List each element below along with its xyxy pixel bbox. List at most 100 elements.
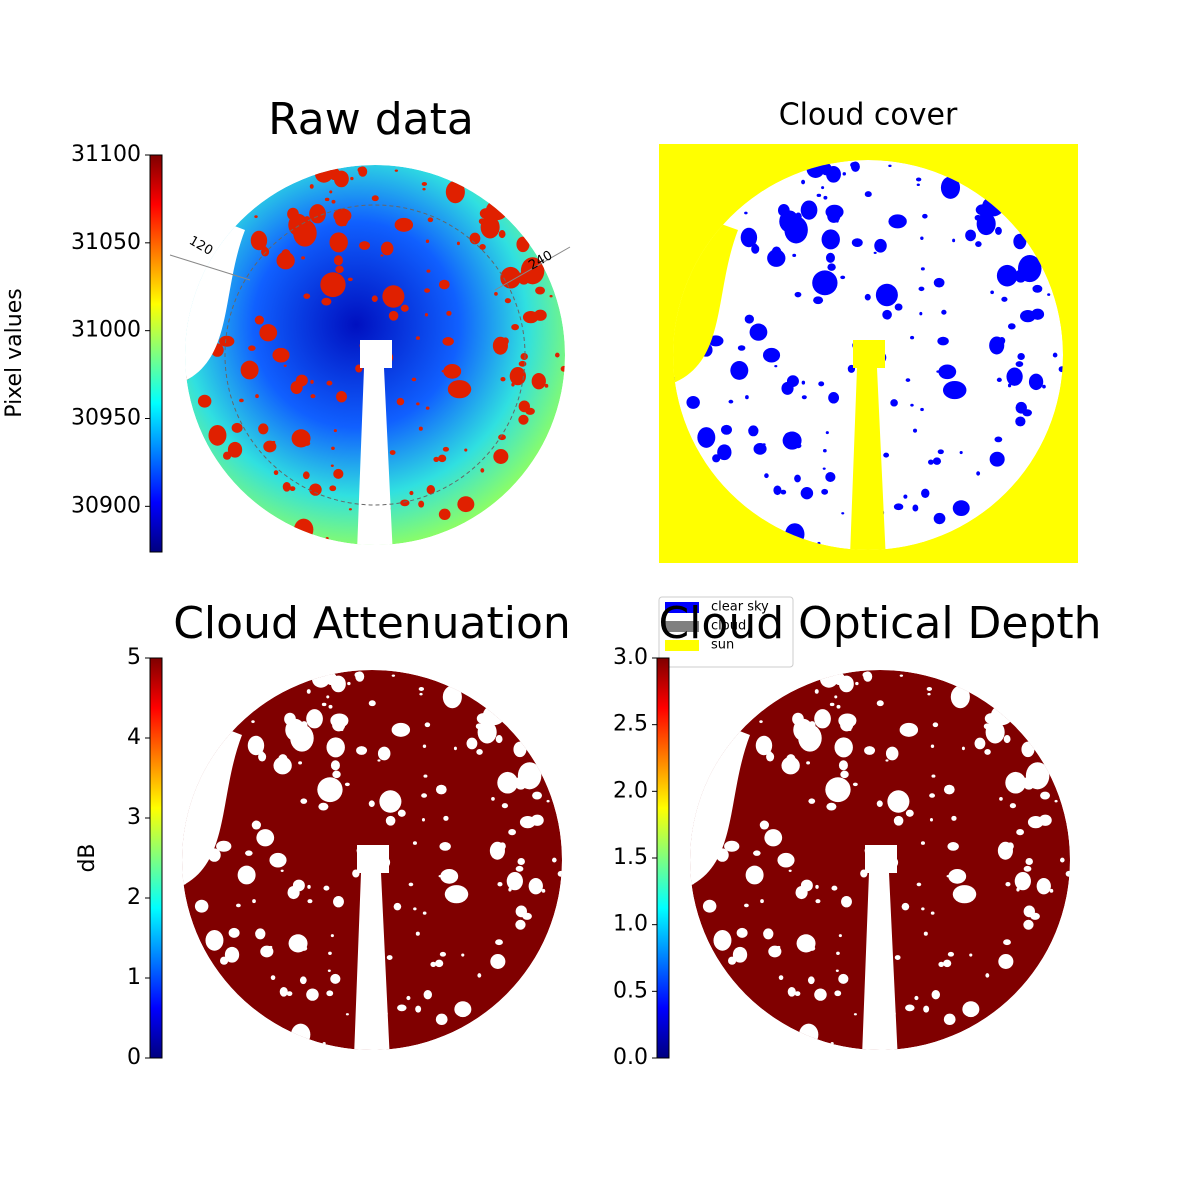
cloud-blob (438, 279, 450, 290)
cloud-blob (464, 448, 468, 452)
cloud-blob (840, 770, 849, 779)
cloud-blob (272, 347, 290, 363)
cloud-blob (821, 229, 840, 250)
cloud-blob (717, 444, 732, 461)
cloud-blob (851, 238, 863, 248)
cloud-blob (415, 1005, 422, 1013)
cloud-blob (348, 508, 352, 511)
cloud-blob (984, 748, 991, 755)
cloud-blob (389, 450, 396, 456)
colorbar-tick-label: 3.0 (613, 645, 648, 670)
cloud-blob (251, 720, 255, 724)
cloud-blob (208, 424, 227, 446)
cloud-blob (500, 377, 506, 382)
cloud-blob (546, 799, 550, 803)
cloud-blob (300, 798, 308, 804)
cloud-blob (814, 709, 831, 729)
cloud-blob (415, 336, 420, 340)
cloud-blob (509, 366, 526, 386)
cloud-blob (829, 702, 835, 707)
cloud-blob (328, 951, 332, 955)
cloud-blob (421, 817, 425, 822)
cloud-blob (490, 954, 506, 969)
cloud-blob (926, 687, 933, 691)
cloud-blob (838, 713, 857, 728)
cloud-blob (822, 467, 826, 470)
sky-image (185, 165, 565, 545)
cloud-blob (287, 886, 300, 900)
cloud-blob (952, 238, 956, 243)
cloud-blob (306, 988, 319, 1001)
cloud-blob (831, 885, 838, 891)
cloud-blob (333, 895, 344, 908)
cloud-blob (840, 275, 846, 280)
mast-mask (353, 845, 391, 1050)
cloud-blob (330, 713, 349, 728)
cloud-blob (766, 752, 775, 762)
cloud-blob (385, 815, 396, 826)
cloud-blob (899, 674, 904, 677)
cloud-blob (515, 865, 524, 872)
cloud-blob (422, 744, 427, 748)
cloud-blob (937, 449, 944, 455)
cloud-blob (506, 871, 523, 891)
cloud-blob (873, 251, 877, 255)
cloud-blob (794, 474, 801, 483)
cloud-blob (901, 902, 910, 911)
cloud-blob (514, 776, 527, 790)
cloud-blob (1003, 735, 1011, 744)
cloud-blob (744, 314, 754, 324)
cloud-blob (256, 236, 260, 241)
cloud-blob (781, 381, 794, 395)
cloud-blob (329, 190, 333, 194)
cloud-blob (947, 951, 955, 957)
cloud-blob (998, 337, 1006, 345)
cloud-blob (497, 771, 518, 794)
cloud-blob (999, 797, 1003, 801)
cloud-blob (905, 378, 911, 382)
cloud-blob (254, 315, 265, 325)
cloud-blob (425, 406, 430, 410)
panel-title: Cloud Attenuation (173, 598, 571, 649)
cloud-blob (721, 424, 732, 435)
cloud-blob (890, 399, 898, 407)
sky-image (182, 670, 562, 1050)
cloud-blob (825, 204, 844, 220)
cloud-blob (323, 885, 330, 891)
cloud-blob (321, 702, 327, 707)
cloud-blob (255, 394, 259, 399)
cloud-blob (513, 741, 527, 758)
cloud-blob (864, 746, 876, 755)
cloud-blob (929, 793, 936, 798)
cloud-blob (825, 777, 851, 803)
cloud-blob (278, 754, 288, 764)
cloud-blob (430, 961, 437, 967)
cloud-blob (331, 446, 335, 450)
cloud-blob (416, 402, 420, 406)
cloud-blob (270, 975, 276, 981)
cloud-blob (745, 865, 764, 885)
cloud-blob (440, 869, 459, 884)
cloud-blob (745, 395, 749, 400)
colorbar-tick-label: 1.0 (613, 912, 648, 937)
mast-mask (356, 340, 394, 545)
cloud-blob (377, 746, 391, 761)
cloud-blob (800, 487, 814, 500)
cloud-blob (1040, 791, 1050, 800)
cloud-blob (823, 195, 828, 200)
colorbar (149, 657, 163, 1059)
cloud-blob (520, 352, 528, 361)
cloud-blob (730, 361, 749, 380)
cloud-blob (491, 797, 495, 801)
cloud-blob (800, 200, 818, 220)
cloud-blob (310, 394, 316, 399)
cloud-blob (1022, 776, 1035, 790)
cloud-blob (294, 518, 314, 541)
cloud-blob (333, 170, 349, 188)
cloud-blob (333, 208, 352, 223)
cloud-blob (409, 490, 414, 496)
cloud-blob (388, 310, 399, 321)
cloud-blob (1052, 352, 1058, 358)
cloud-blob (355, 671, 365, 682)
